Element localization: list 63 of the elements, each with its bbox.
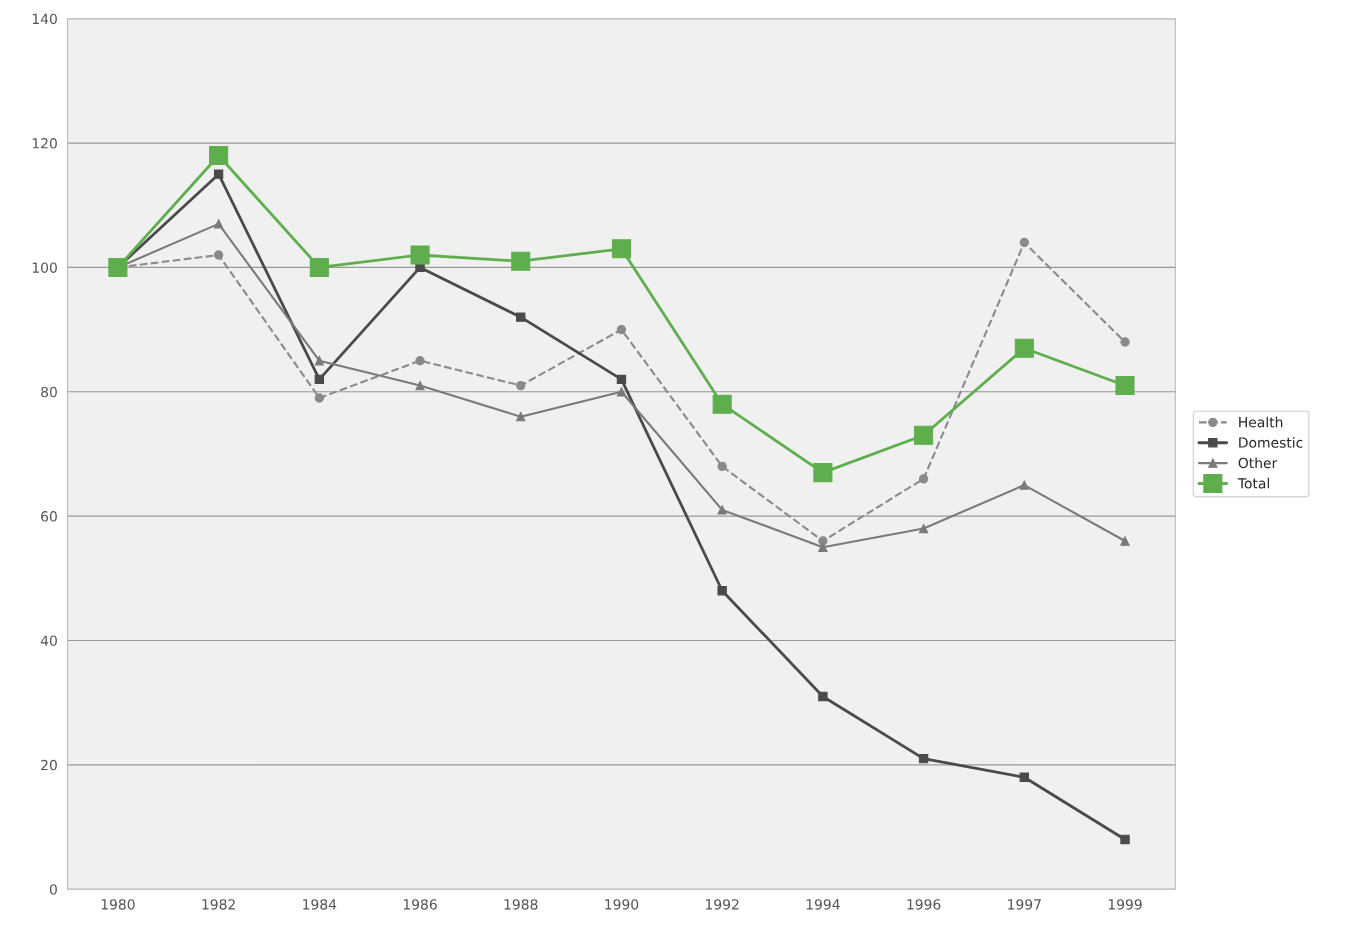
x-tick-label: 1982 [202,899,235,910]
legend-label: Health [1239,416,1283,428]
x-tick-label: 1999 [1108,899,1142,910]
y-tick-label: 40 [40,635,57,646]
y-tick-label: 80 [41,386,57,398]
point [1019,237,1029,248]
x-tick-label: 1980 [101,899,135,910]
point [918,753,929,764]
point [1120,834,1130,845]
point [1019,480,1029,490]
point [717,461,727,472]
point [611,239,632,259]
point [213,250,224,260]
point [914,425,934,445]
point [616,324,627,335]
point [1019,772,1029,782]
legend-label: Domestic [1239,437,1303,448]
y-tick-label: 100 [32,262,57,273]
point [717,505,727,515]
point [813,463,833,483]
x-tick-label: 1986 [403,899,437,910]
point [818,536,828,546]
point [415,356,425,366]
x-tick-label: 1992 [706,899,739,910]
point [213,169,224,179]
point [616,387,627,397]
point [309,257,329,277]
point [213,219,224,229]
point [1120,337,1130,347]
point [410,245,430,265]
point [818,542,828,552]
point [918,523,929,534]
x-tick-label: 1990 [605,899,639,910]
point [314,374,325,385]
point [717,586,727,596]
x-tick-label: 1988 [504,899,538,910]
point [314,356,325,366]
x-tick-label: 1994 [806,899,840,910]
y-tick-label: 120 [32,138,57,149]
point [511,251,531,271]
point [516,380,526,391]
point [1115,376,1135,396]
y-tick-label: 60 [41,511,57,522]
point [616,374,627,385]
point [516,411,526,422]
point [712,394,732,414]
x-tick-label: 1996 [907,899,941,910]
point [108,257,128,277]
y-tick-label: 20 [41,759,57,771]
point [918,474,929,484]
legend-label: Total [1237,477,1269,489]
point [516,312,526,322]
point [1120,536,1130,546]
point [1014,338,1034,358]
y-tick-label: 140 [32,13,57,25]
point [415,380,425,391]
x-tick-label: 1984 [303,899,337,910]
x-tick-label: 1997 [1008,899,1041,910]
point [314,393,325,403]
point [209,145,229,166]
legend-label: Other [1238,457,1278,469]
point [818,691,828,702]
y-tick-label: 0 [49,884,57,895]
